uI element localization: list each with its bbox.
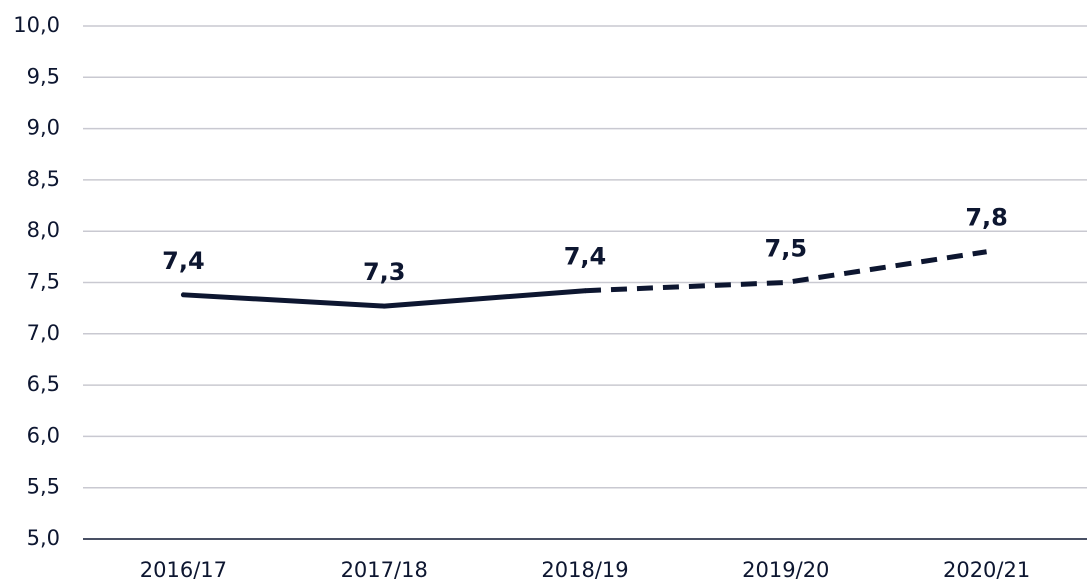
x-tick-label: 2019/20: [742, 558, 829, 582]
data-label: 7,4: [162, 247, 205, 275]
y-tick-label: 9,0: [27, 116, 60, 140]
y-tick-label: 7,0: [27, 321, 60, 345]
data-label: 7,3: [363, 258, 406, 286]
y-tick-label: 7,5: [27, 270, 60, 294]
x-tick-label: 2017/18: [341, 558, 428, 582]
data-label: 7,5: [765, 235, 808, 263]
y-tick-label: 6,5: [27, 372, 60, 396]
x-tick-label: 2018/19: [541, 558, 628, 582]
y-tick-label: 6,0: [27, 423, 60, 447]
data-label: 7,8: [965, 204, 1008, 232]
y-tick-label: 9,5: [27, 64, 60, 88]
y-tick-label: 5,5: [27, 475, 60, 499]
y-tick-label: 8,0: [27, 218, 60, 242]
x-tick-label: 2020/21: [943, 558, 1030, 582]
y-tick-label: 5,0: [27, 526, 60, 550]
line: [180, 288, 588, 309]
data-label: 7,4: [564, 243, 607, 271]
x-tick-label: 2016/17: [140, 558, 227, 582]
y-tick-label: 8,5: [27, 167, 60, 191]
projected-line: [584, 249, 987, 294]
y-tick-label: 10,0: [13, 13, 60, 37]
